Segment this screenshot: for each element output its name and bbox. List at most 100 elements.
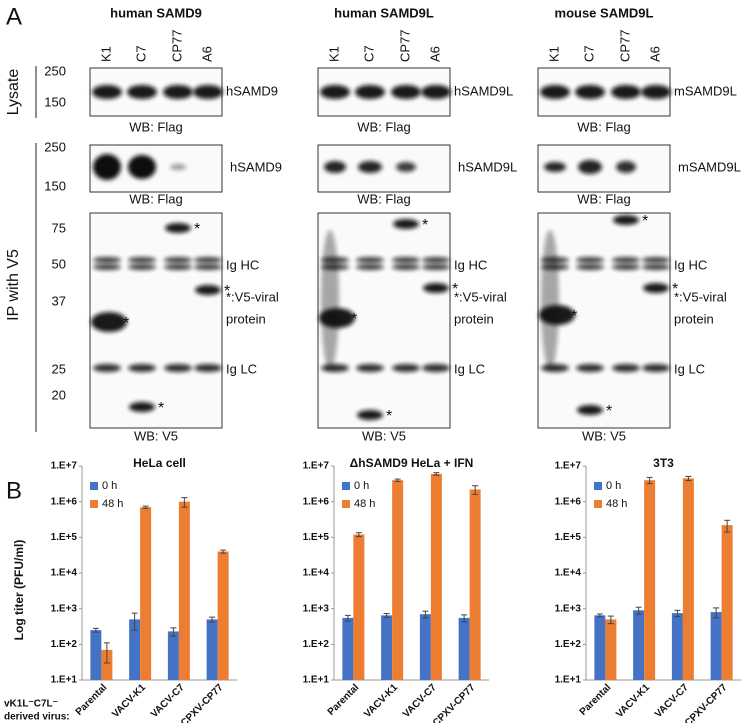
bar — [594, 615, 606, 680]
band — [642, 257, 670, 263]
marker-label: 50 — [52, 256, 66, 271]
band — [578, 160, 602, 174]
marker-label: 20 — [52, 387, 66, 402]
y-tick-label: 1.E+2 — [555, 639, 582, 650]
band — [392, 257, 420, 263]
error-bar — [142, 505, 149, 509]
bar — [353, 534, 365, 680]
asterisk: * — [158, 400, 164, 417]
bar — [140, 507, 152, 680]
error-bar — [220, 549, 227, 554]
y-tick-label: 1.E+7 — [303, 461, 330, 472]
note: protein — [226, 311, 266, 326]
y-tick-label: 1.E+2 — [51, 639, 78, 650]
band — [355, 85, 385, 99]
bar — [671, 613, 683, 680]
bar — [419, 614, 431, 680]
band — [396, 162, 416, 172]
y-tick-label: 1.E+6 — [51, 496, 78, 507]
band — [422, 264, 450, 270]
band — [575, 85, 605, 99]
y-tick-label: 1.E+1 — [51, 675, 78, 686]
marker-label: 37 — [52, 293, 66, 308]
asterisk: * — [672, 281, 678, 298]
band — [392, 364, 420, 372]
marker-label: 25 — [52, 361, 66, 376]
x-tick-label: VACV-K1 — [362, 682, 400, 720]
lane-label: C7 — [361, 45, 376, 62]
error-bar — [596, 613, 603, 618]
chart-title: 3T3 — [653, 456, 674, 470]
lane-label: A6 — [427, 46, 442, 62]
error-bar — [355, 532, 362, 538]
note: protein — [674, 311, 714, 326]
error-bar — [181, 497, 188, 508]
bar — [381, 615, 393, 680]
wb-label: WB: Flag — [129, 191, 182, 206]
note: *:V5-viral — [226, 289, 279, 304]
band — [356, 364, 384, 372]
chart-title: ΔhSAMD9 HeLa + IFN — [350, 456, 474, 470]
bar — [469, 489, 481, 680]
bar — [605, 619, 617, 680]
y-tick-label: 1.E+4 — [303, 568, 330, 579]
band — [320, 85, 350, 99]
band — [577, 405, 603, 415]
asterisk: * — [642, 213, 648, 230]
note: *:V5-viral — [674, 289, 727, 304]
error-bar — [461, 614, 468, 623]
asterisk: * — [571, 308, 577, 325]
asterisk: * — [422, 217, 428, 234]
error-bar — [607, 615, 614, 625]
band — [540, 85, 570, 99]
legend-swatch — [342, 500, 350, 508]
band — [612, 264, 640, 270]
band — [576, 364, 604, 372]
x-tick-label: CPXV-CP77 — [683, 682, 730, 723]
error-bar — [209, 616, 216, 623]
band — [128, 155, 156, 179]
band — [423, 283, 449, 293]
y-tick-label: 1.E+3 — [51, 603, 78, 614]
wb-label: WB: Flag — [357, 191, 410, 206]
row-label: IP with V5 — [5, 249, 22, 321]
band-label: hSAMD9 — [226, 83, 278, 98]
legend-label: 0 h — [354, 480, 369, 492]
bar — [167, 631, 179, 680]
lane-label: K1 — [98, 46, 113, 62]
band — [93, 154, 121, 180]
bar — [90, 630, 102, 680]
band-label: hSAMD9 — [230, 159, 282, 174]
band — [393, 219, 419, 229]
band — [357, 410, 383, 420]
y-tick-label: 1.E+5 — [303, 532, 330, 543]
blot-title: human SAMD9L — [334, 5, 434, 20]
band-label: mSAMD9L — [678, 159, 741, 174]
x-tick-label: VACV-K1 — [614, 682, 652, 720]
band — [92, 85, 122, 99]
asterisk: * — [351, 311, 357, 328]
legend-label: 0 h — [102, 480, 117, 492]
panel-label: A — [6, 3, 22, 30]
band-label: Ig HC — [674, 257, 707, 272]
wb-label: WB: Flag — [577, 119, 630, 134]
error-bar — [344, 614, 351, 622]
bar — [721, 525, 733, 680]
legend-swatch — [90, 500, 98, 508]
bar — [342, 617, 354, 680]
legend-label: 48 h — [102, 498, 123, 510]
asterisk: * — [452, 281, 458, 298]
error-bar — [472, 485, 479, 495]
lane-label: C7 — [133, 45, 148, 62]
asterisk: * — [224, 283, 230, 300]
y-tick-label: 1.E+1 — [555, 675, 582, 686]
band — [612, 364, 640, 372]
band — [194, 264, 222, 270]
asterisk: * — [194, 221, 200, 238]
legend-swatch — [594, 500, 602, 508]
panel-label: B — [6, 477, 22, 504]
band — [356, 264, 384, 270]
bar — [430, 473, 442, 680]
band — [576, 257, 604, 263]
error-bar — [713, 607, 720, 619]
